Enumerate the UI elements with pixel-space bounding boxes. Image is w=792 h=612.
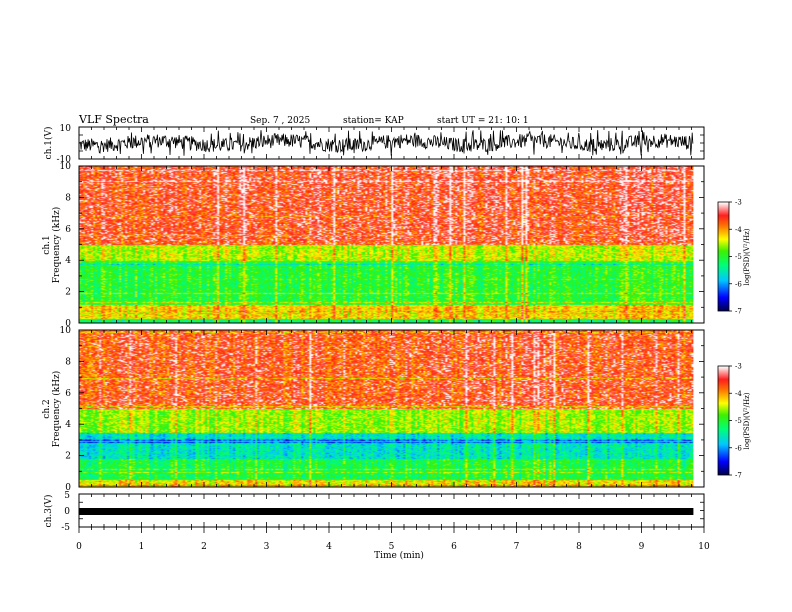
- time-tick-label: 5: [389, 542, 395, 552]
- ch1-spectrogram-ylabel: ch.1: [42, 235, 52, 254]
- ch2-colorbar-label: log(PSD)(V²/Hz): [743, 392, 751, 449]
- ch1-ytick-top: 10: [60, 124, 72, 134]
- ch1-colorbar-label: log(PSD)(V²/Hz): [743, 228, 751, 285]
- frequency-tick-label: 4: [65, 256, 71, 266]
- colorbar-tick-label: -6: [735, 444, 742, 452]
- start-ut-label: start UT = 21: 10: 1: [437, 116, 529, 126]
- ch3-trace-line: [79, 508, 694, 515]
- ch1-waveform-panel: 10 -10 ch.1(V): [43, 124, 705, 165]
- time-tick-label: 7: [514, 542, 520, 552]
- ch1-colorbar: -3 -4 -5 -6 -7 log(PSD)(V²/Hz): [717, 199, 751, 316]
- ch2-spectrogram-image: [79, 330, 694, 487]
- frequency-tick-label: 2: [65, 288, 71, 298]
- frequency-tick-label: 0: [65, 483, 71, 493]
- frequency-tick-label: 10: [60, 162, 72, 172]
- time-tick-label: 2: [201, 542, 207, 552]
- frequency-tick-label: 8: [65, 193, 71, 203]
- ch1-frequency-label: Frequency (kHz): [51, 207, 62, 284]
- frequency-tick-label: 6: [65, 225, 71, 235]
- figure-title: VLF Spectra: [78, 113, 149, 126]
- frequency-tick-label: 0: [65, 319, 71, 329]
- time-tick-label: 1: [139, 542, 145, 552]
- colorbar-tick-label: -3: [735, 199, 742, 207]
- ch1-trace-line: [78, 130, 694, 156]
- time-tick-label: 8: [576, 542, 582, 552]
- ch2-colorbar-image: [718, 366, 729, 475]
- ch2-frequency-label: Frequency (kHz): [51, 371, 62, 448]
- colorbar-tick-label: -3: [735, 363, 742, 371]
- frequency-tick-label: 6: [65, 389, 71, 399]
- ch3-ytick-top: 5: [64, 491, 70, 501]
- ch1-colorbar-image: [718, 202, 729, 311]
- station-label: station= KAP: [343, 116, 404, 126]
- colorbar-tick-label: -4: [735, 390, 742, 398]
- ch1-spectrogram-panel: 0 2 4 6 8 10 ch.1 Frequency (kHz): [42, 162, 705, 329]
- colorbar-tick-label: -5: [735, 417, 742, 425]
- ch2-colorbar: -3 -4 -5 -6 -7 log(PSD)(V²/Hz): [717, 363, 751, 480]
- colorbar-tick-label: -7: [735, 308, 742, 316]
- ch3-ytick-mid: 0: [64, 507, 70, 517]
- axis-ticks: [78, 126, 705, 533]
- colorbar-tick-label: -5: [735, 253, 742, 261]
- time-tick-label: 4: [326, 542, 332, 552]
- time-tick-label: 3: [264, 542, 270, 552]
- ch3-ytick-bottom: -5: [61, 523, 70, 533]
- ch2-spectrogram-ylabel: ch.2: [42, 399, 52, 418]
- ch2-spectrogram-panel: 0 2 4 6 8 10 ch.2 Frequency (kHz): [42, 326, 705, 493]
- frequency-tick-label: 10: [60, 326, 72, 336]
- time-tick-label: 9: [639, 542, 645, 552]
- date-label: Sep. 7 , 2025: [250, 116, 310, 126]
- colorbar-tick-label: -6: [735, 280, 742, 288]
- ch3-waveform-ylabel: ch.3(V): [43, 495, 54, 528]
- colorbar-tick-label: -7: [735, 472, 742, 480]
- time-tick-label: 6: [451, 542, 457, 552]
- frequency-tick-label: 8: [65, 357, 71, 367]
- time-tick-label: 10: [698, 542, 710, 552]
- time-tick-label: 0: [76, 542, 82, 552]
- frequency-tick-label: 2: [65, 452, 71, 462]
- ch3-waveform-panel: 5 0 -5 ch.3(V) 0 1 2 3 4 5 6 7 8 9 10 Time (min): [43, 491, 710, 561]
- ch1-spectrogram-image: [79, 166, 694, 323]
- ch1-waveform-ylabel: ch.1(V): [43, 127, 54, 160]
- frequency-tick-label: 4: [65, 420, 71, 430]
- colorbar-tick-label: -4: [735, 226, 742, 234]
- time-axis-label: Time (min): [374, 550, 424, 561]
- ch1-ytick-bottom: -10: [57, 155, 72, 165]
